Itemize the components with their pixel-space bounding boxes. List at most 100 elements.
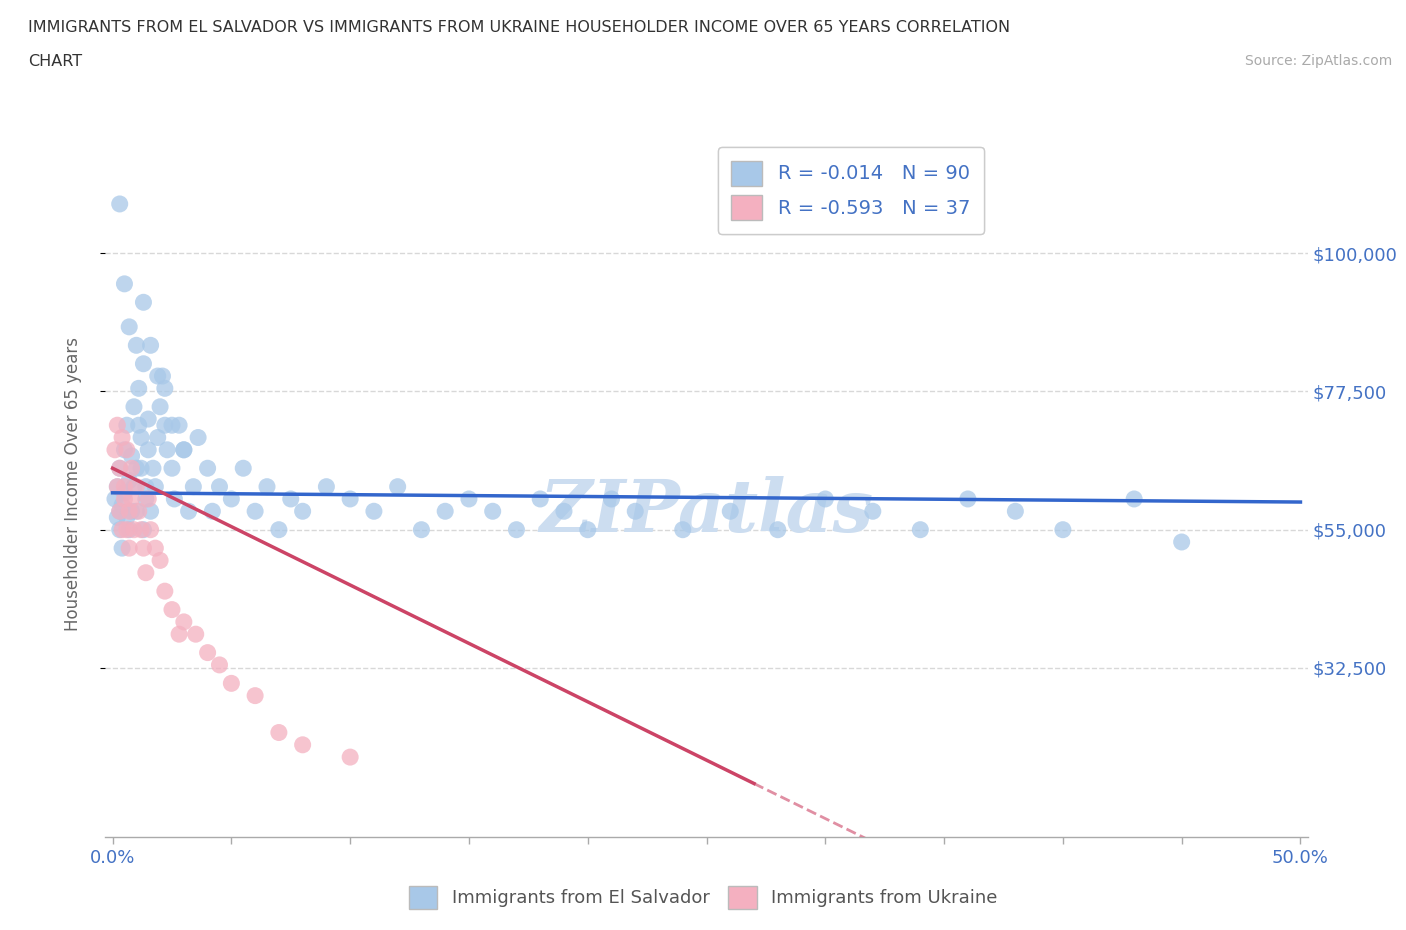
Point xyxy=(256,479,278,494)
Point xyxy=(291,737,314,752)
Point xyxy=(221,676,243,691)
Point xyxy=(280,492,302,507)
Point xyxy=(136,492,159,507)
Point xyxy=(105,418,128,432)
Point xyxy=(118,523,141,538)
Point xyxy=(114,479,136,494)
Point xyxy=(132,295,155,310)
Point xyxy=(118,504,141,519)
Point xyxy=(411,523,433,538)
Point xyxy=(108,460,131,475)
Text: ZIPatlas: ZIPatlas xyxy=(540,476,873,548)
Point xyxy=(114,492,136,507)
Point xyxy=(118,473,141,488)
Point xyxy=(139,504,162,519)
Point xyxy=(121,492,143,507)
Point xyxy=(232,460,254,475)
Point xyxy=(121,460,143,475)
Point xyxy=(153,418,176,432)
Point xyxy=(197,460,219,475)
Point xyxy=(122,479,145,494)
Point xyxy=(201,504,224,519)
Point xyxy=(160,418,183,432)
Point xyxy=(339,492,361,507)
Point xyxy=(129,430,152,445)
Point xyxy=(363,504,385,519)
Point xyxy=(600,492,623,507)
Point xyxy=(108,460,131,475)
Point xyxy=(624,504,647,519)
Point xyxy=(111,498,134,512)
Point xyxy=(128,504,150,519)
Point xyxy=(173,443,195,458)
Point xyxy=(104,492,127,507)
Point xyxy=(197,645,219,660)
Point xyxy=(434,504,457,519)
Point xyxy=(105,510,128,525)
Point xyxy=(505,523,527,538)
Point xyxy=(115,443,138,458)
Point xyxy=(121,448,143,463)
Point xyxy=(122,523,145,538)
Point xyxy=(118,319,141,334)
Point xyxy=(243,504,266,519)
Point xyxy=(576,523,599,538)
Point xyxy=(129,523,152,538)
Point xyxy=(108,196,131,211)
Point xyxy=(149,399,172,414)
Point xyxy=(208,479,231,494)
Point xyxy=(132,356,155,371)
Point xyxy=(387,479,409,494)
Y-axis label: Householder Income Over 65 years: Householder Income Over 65 years xyxy=(63,337,82,631)
Point xyxy=(111,540,134,555)
Point xyxy=(910,523,932,538)
Legend: Immigrants from El Salvador, Immigrants from Ukraine: Immigrants from El Salvador, Immigrants … xyxy=(401,879,1005,916)
Point xyxy=(108,504,131,519)
Point xyxy=(1123,492,1146,507)
Point xyxy=(177,504,200,519)
Point xyxy=(115,510,138,525)
Point xyxy=(136,443,159,458)
Point xyxy=(267,725,290,740)
Point xyxy=(135,492,157,507)
Point xyxy=(114,485,136,500)
Point xyxy=(149,553,172,568)
Point xyxy=(315,479,337,494)
Point xyxy=(136,412,159,427)
Point xyxy=(156,443,179,458)
Point xyxy=(121,504,143,519)
Point xyxy=(125,460,148,475)
Point xyxy=(814,492,837,507)
Point xyxy=(135,479,157,494)
Point xyxy=(184,627,207,642)
Point xyxy=(152,368,174,383)
Point xyxy=(529,492,551,507)
Text: IMMIGRANTS FROM EL SALVADOR VS IMMIGRANTS FROM UKRAINE HOUSEHOLDER INCOME OVER 6: IMMIGRANTS FROM EL SALVADOR VS IMMIGRANT… xyxy=(28,20,1011,35)
Point xyxy=(105,479,128,494)
Point xyxy=(163,492,186,507)
Point xyxy=(160,460,183,475)
Point xyxy=(481,504,503,519)
Point xyxy=(766,523,789,538)
Point xyxy=(862,504,884,519)
Point xyxy=(153,584,176,599)
Point xyxy=(118,540,141,555)
Point xyxy=(243,688,266,703)
Point xyxy=(125,479,148,494)
Text: Source: ZipAtlas.com: Source: ZipAtlas.com xyxy=(1244,54,1392,68)
Point xyxy=(108,523,131,538)
Point xyxy=(1052,523,1074,538)
Point xyxy=(139,523,162,538)
Point xyxy=(122,399,145,414)
Point xyxy=(291,504,314,519)
Point xyxy=(114,443,136,458)
Point xyxy=(129,460,152,475)
Point xyxy=(132,540,155,555)
Point xyxy=(173,443,195,458)
Point xyxy=(956,492,979,507)
Point xyxy=(718,504,741,519)
Point xyxy=(125,338,148,352)
Legend: R = -0.014   N = 90, R = -0.593   N = 37: R = -0.014 N = 90, R = -0.593 N = 37 xyxy=(717,147,984,234)
Point xyxy=(111,523,134,538)
Point xyxy=(553,504,575,519)
